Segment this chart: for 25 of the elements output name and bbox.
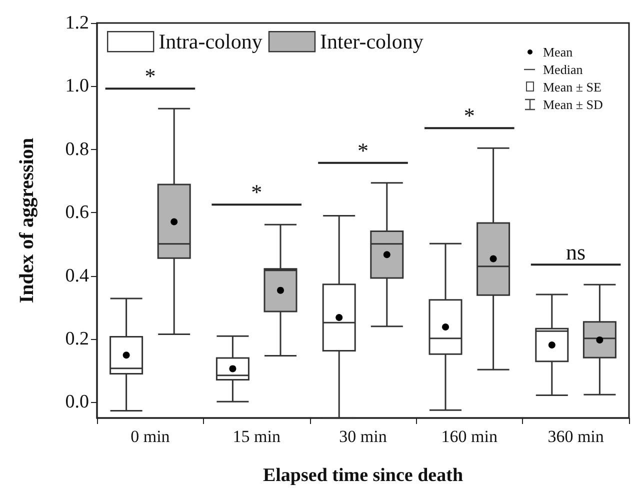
y-tick-label: 0.8 [65, 138, 89, 160]
annotation: Mean ± SD [543, 97, 603, 112]
annotation: Mean [543, 44, 574, 60]
x-tick-label: 0 min [130, 427, 170, 446]
y-tick-label: 0.2 [65, 328, 89, 350]
y-tick-label: 0.4 [65, 265, 90, 286]
x-tick-label: 360 min [548, 427, 604, 446]
y-tick-label: 1.0 [65, 76, 89, 97]
annotation: * [464, 103, 475, 128]
legend-label: Inter-colony [320, 30, 424, 54]
x-tick-label: 15 min [232, 427, 281, 446]
legend-label: Intra-colony [158, 30, 263, 54]
annotation: * [251, 180, 262, 205]
annotation: * [144, 64, 156, 89]
y-axis-title: Index of aggression [16, 138, 38, 304]
x-tick-label: 30 min [339, 427, 388, 446]
x-axis-title: Elapsed time since death [262, 465, 464, 486]
y-tick-label: 1.2 [65, 12, 89, 34]
annotation: Median [543, 62, 584, 77]
y-tick-label: 0.0 [65, 392, 89, 413]
y-tick-label: 0.6 [65, 202, 89, 224]
annotation: Mean ± SE [543, 80, 602, 94]
x-tick-label: 160 min [441, 427, 498, 446]
annotation: ns [566, 240, 586, 265]
annotation: * [358, 138, 368, 163]
